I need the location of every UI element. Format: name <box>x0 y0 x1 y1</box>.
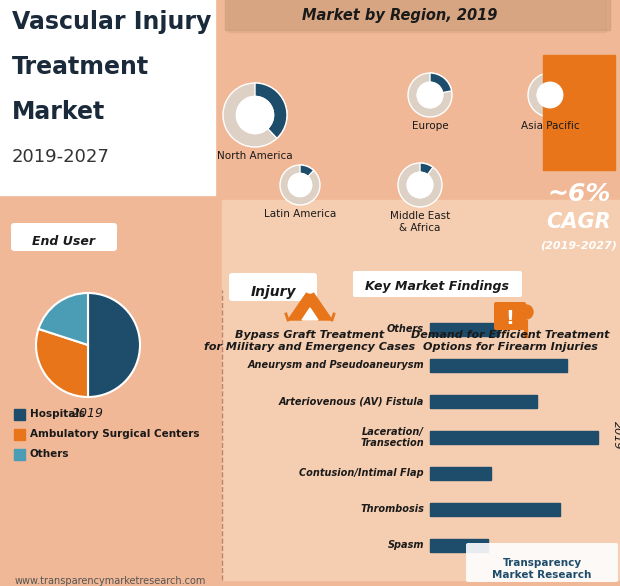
Wedge shape <box>255 83 287 138</box>
Bar <box>14 449 25 460</box>
Text: Key Market Findings: Key Market Findings <box>365 280 509 293</box>
Bar <box>430 431 598 444</box>
Text: ~6%: ~6% <box>547 182 611 206</box>
Text: Bypass Graft Treatment
for Military and Emergency Cases: Bypass Graft Treatment for Military and … <box>205 330 415 352</box>
Text: Injury: Injury <box>250 285 296 299</box>
Bar <box>225 0 610 30</box>
Polygon shape <box>288 288 332 320</box>
Text: Middle East
& Africa: Middle East & Africa <box>390 211 450 233</box>
Text: Arteriovenous (AV) Fistula: Arteriovenous (AV) Fistula <box>278 397 424 407</box>
Text: Spasm: Spasm <box>388 540 424 550</box>
Bar <box>430 359 567 372</box>
Wedge shape <box>300 165 314 176</box>
Text: Thrombosis: Thrombosis <box>360 505 424 515</box>
Circle shape <box>407 172 433 197</box>
FancyBboxPatch shape <box>353 271 522 297</box>
Wedge shape <box>398 163 442 207</box>
Circle shape <box>305 283 315 293</box>
Text: Laceration/
Transection: Laceration/ Transection <box>360 427 424 448</box>
Circle shape <box>288 173 312 196</box>
Circle shape <box>519 305 533 319</box>
Circle shape <box>417 82 443 108</box>
Wedge shape <box>88 293 140 397</box>
Text: Others: Others <box>387 325 424 335</box>
Text: Others: Others <box>30 449 69 459</box>
Circle shape <box>538 82 563 108</box>
Bar <box>222 290 620 580</box>
Text: www.transparencymarketresearch.com: www.transparencymarketresearch.com <box>14 576 206 586</box>
Wedge shape <box>408 73 452 117</box>
Text: Market by Region, 2019: Market by Region, 2019 <box>303 8 498 23</box>
Bar <box>430 539 488 552</box>
Wedge shape <box>430 73 451 93</box>
Text: North America: North America <box>217 151 293 161</box>
Text: Asia Pacific: Asia Pacific <box>521 121 579 131</box>
Text: (2019-2027): (2019-2027) <box>541 240 618 250</box>
Text: 2019: 2019 <box>612 421 620 449</box>
Text: Demand for Efficient Treatment
Options for Firearm Injuries: Demand for Efficient Treatment Options f… <box>410 330 609 352</box>
Wedge shape <box>280 165 320 205</box>
Text: Latin America: Latin America <box>264 209 336 219</box>
FancyBboxPatch shape <box>466 543 618 582</box>
Bar <box>228 0 606 32</box>
Text: 2019-2027: 2019-2027 <box>12 148 110 166</box>
Text: Vascular Injury: Vascular Injury <box>12 10 211 34</box>
FancyBboxPatch shape <box>229 273 317 301</box>
Wedge shape <box>223 83 287 147</box>
Bar <box>430 467 491 480</box>
Text: 2019: 2019 <box>72 407 104 420</box>
Text: Ambulatory Surgical Centers: Ambulatory Surgical Centers <box>30 429 200 439</box>
Bar <box>430 395 537 408</box>
Text: Treatment: Treatment <box>12 55 149 79</box>
Polygon shape <box>302 308 318 320</box>
Wedge shape <box>550 73 570 90</box>
FancyBboxPatch shape <box>494 302 526 330</box>
Text: Transparency: Transparency <box>502 558 582 568</box>
Bar <box>0 0 215 195</box>
Bar <box>430 323 498 336</box>
Wedge shape <box>38 293 88 345</box>
Bar <box>222 200 620 290</box>
Text: Europe: Europe <box>412 121 448 131</box>
Bar <box>14 429 25 440</box>
Text: Hospitals: Hospitals <box>30 409 85 419</box>
Text: Market: Market <box>12 100 105 124</box>
Text: !: ! <box>505 308 515 328</box>
FancyBboxPatch shape <box>11 223 117 251</box>
Text: End User: End User <box>32 235 95 248</box>
Text: Contusion/Intimal Flap: Contusion/Intimal Flap <box>299 468 424 479</box>
Circle shape <box>236 97 273 134</box>
Wedge shape <box>36 329 88 397</box>
Text: Market Research: Market Research <box>492 570 591 580</box>
Wedge shape <box>420 163 433 175</box>
Bar <box>14 409 25 420</box>
Bar <box>430 503 560 516</box>
Wedge shape <box>528 73 572 117</box>
Text: CAGR: CAGR <box>547 212 611 232</box>
Text: Aneurysm and Pseudoaneurysm: Aneurysm and Pseudoaneurysm <box>247 360 424 370</box>
Bar <box>543 55 615 170</box>
